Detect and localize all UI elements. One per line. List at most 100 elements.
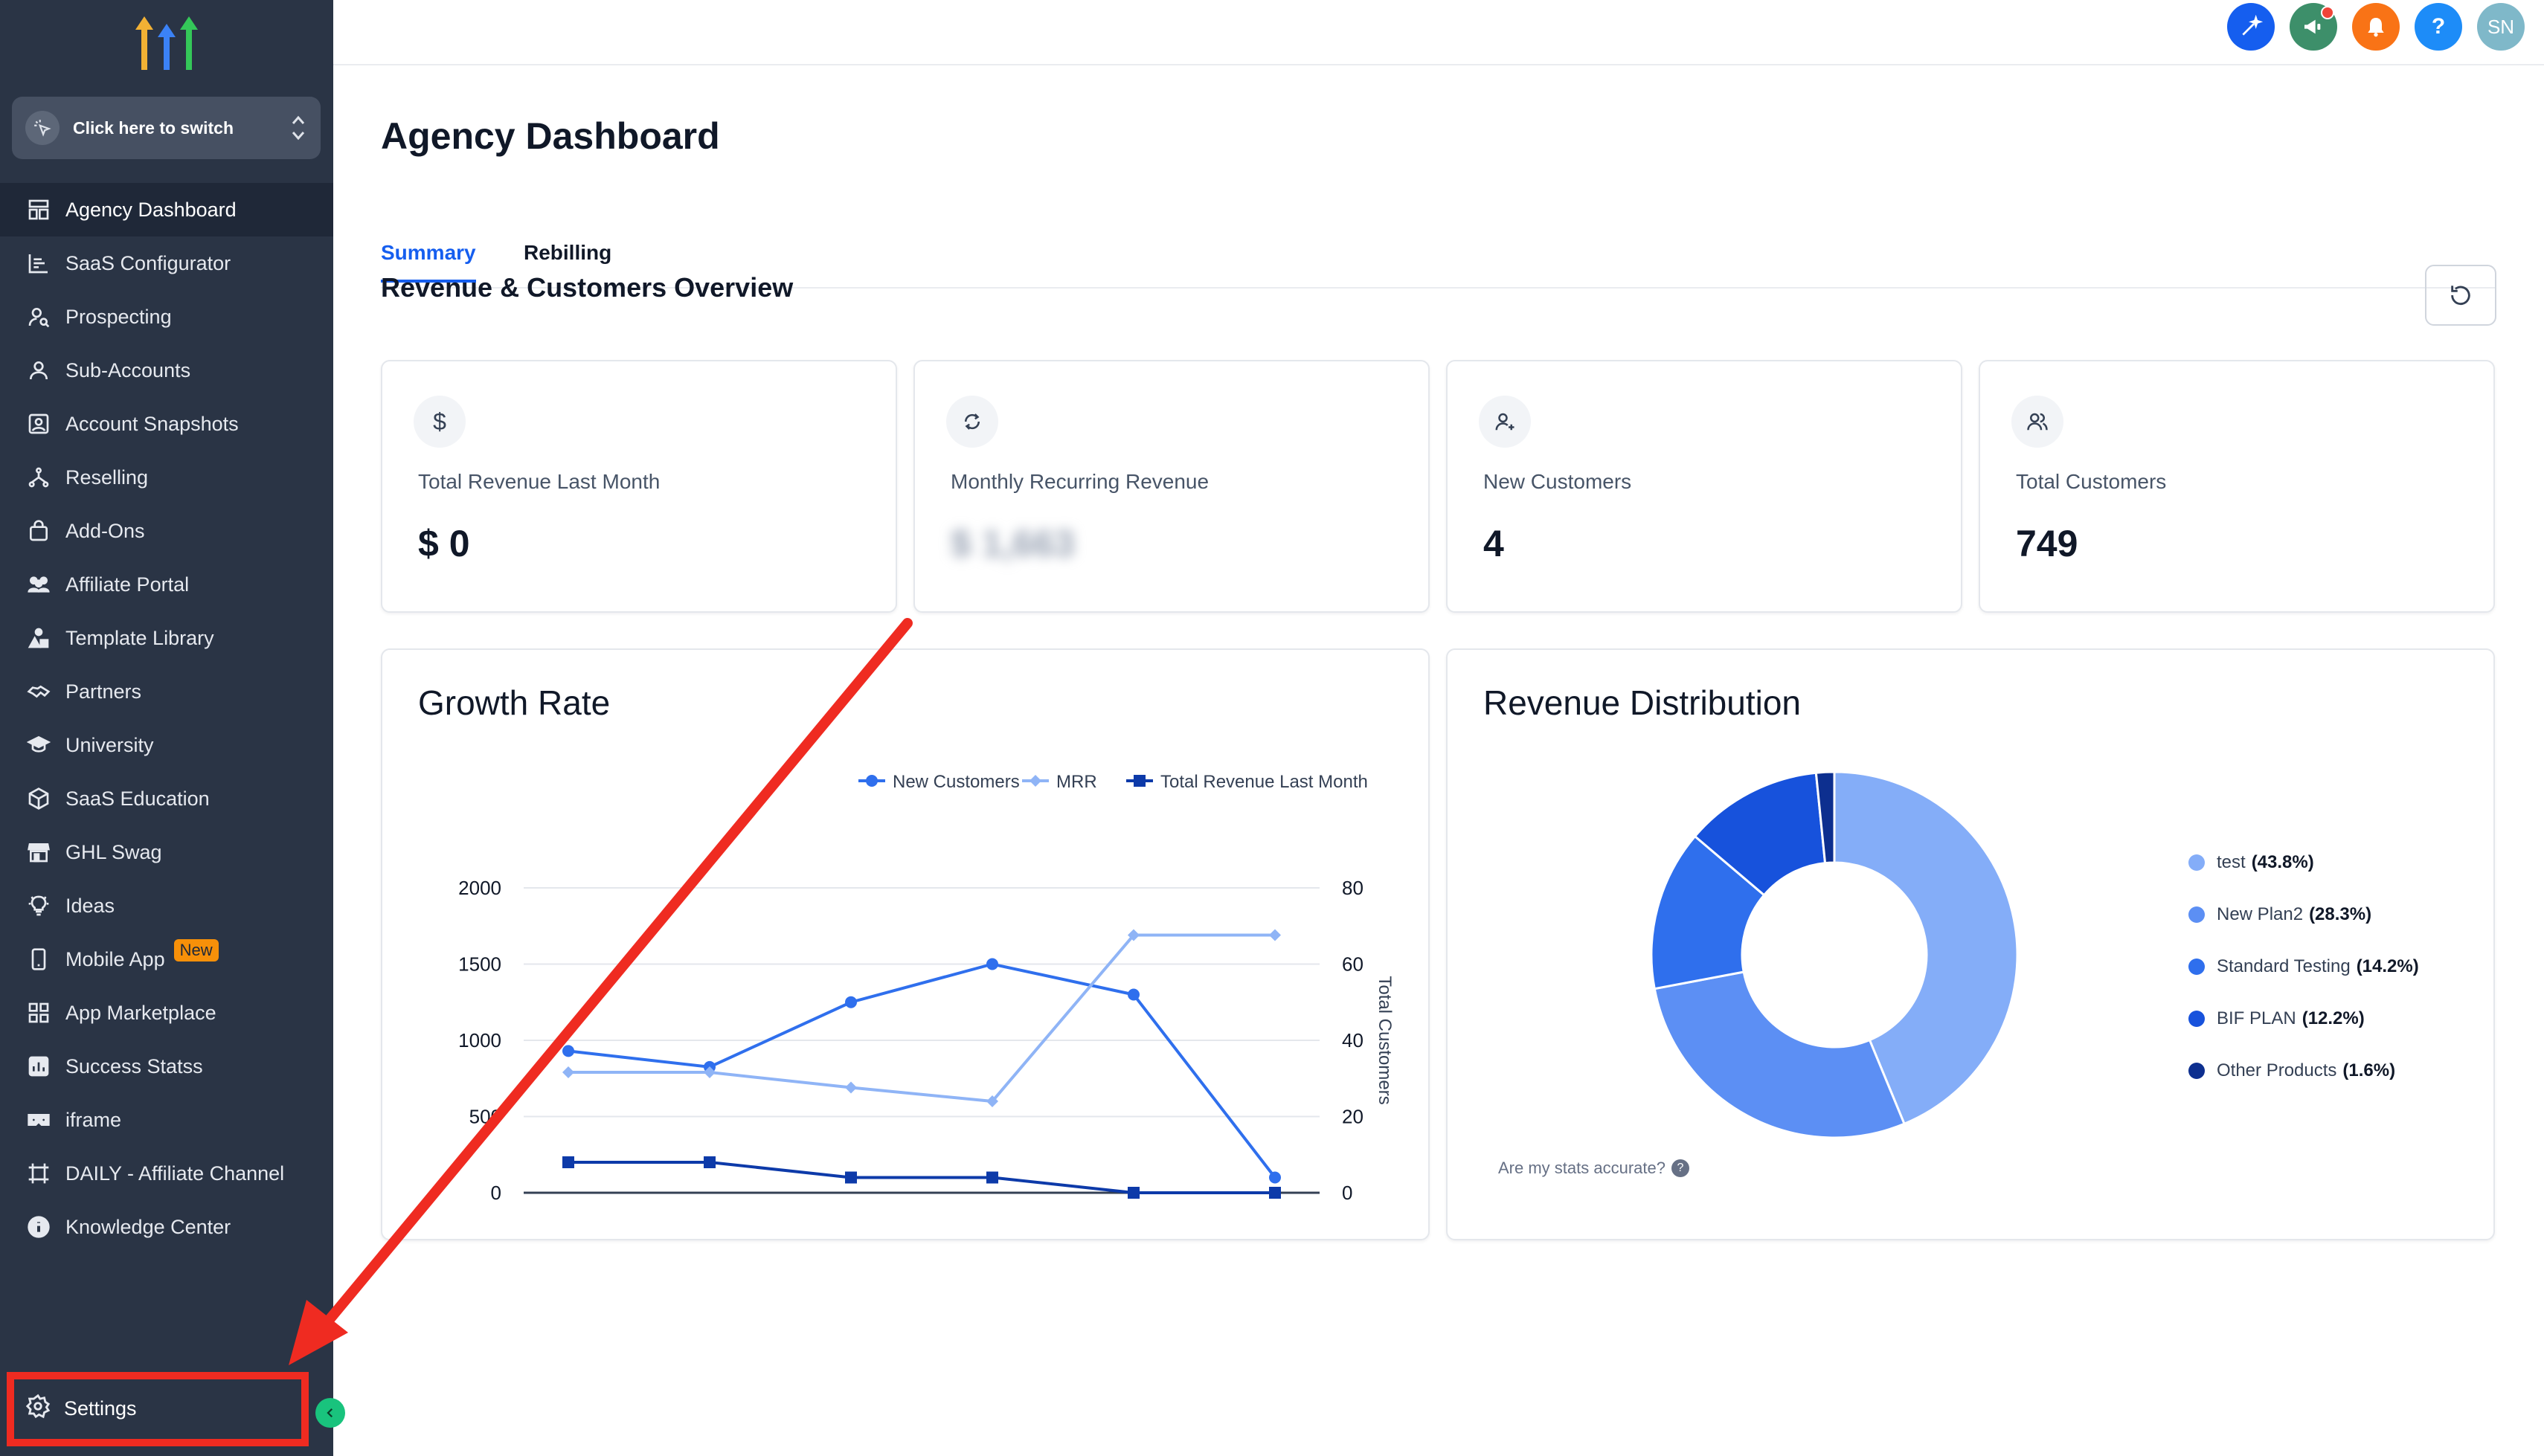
sidebar-item-settings[interactable]: Settings	[0, 1382, 333, 1435]
sidebar-item-template-library[interactable]: Template Library	[0, 611, 333, 665]
sidebar-item-success-statss[interactable]: Success Statss	[0, 1040, 333, 1093]
sidebar-item-ideas[interactable]: Ideas	[0, 879, 333, 932]
y-tick-label: 2000	[458, 877, 501, 899]
data-point	[1128, 988, 1140, 1001]
account-switcher[interactable]: Click here to switch	[12, 97, 321, 159]
legend-label: New Customers	[893, 772, 1020, 792]
sidebar-item-knowledge-center[interactable]: Knowledge Center	[0, 1200, 333, 1254]
sidebar-item-partners[interactable]: Partners	[0, 665, 333, 718]
sidebar-item-saas-education[interactable]: SaaS Education	[0, 772, 333, 825]
legend-item[interactable]: New Plan2 (28.3%)	[2188, 904, 2371, 925]
sidebar-item-affiliate-portal[interactable]: Affiliate Portal	[0, 558, 333, 611]
data-point	[1128, 1187, 1140, 1199]
data-point	[845, 996, 857, 1008]
grid-icon	[25, 999, 52, 1026]
tab-bar: Summary Rebilling	[381, 175, 2496, 289]
notification-dot	[2321, 6, 2334, 19]
sidebar-item-label: iframe	[65, 1108, 122, 1131]
notifications-button[interactable]	[2352, 3, 2400, 51]
data-point	[1269, 1171, 1281, 1184]
data-point	[562, 1066, 574, 1079]
app-logo[interactable]	[134, 13, 201, 73]
donut-slice-test[interactable]	[1833, 770, 2019, 1126]
legend-item[interactable]: test (43.8%)	[2188, 852, 2314, 873]
cube-icon	[25, 785, 52, 812]
legend-dot	[2188, 1063, 2205, 1079]
sidebar-item-label: SaaS Education	[65, 787, 210, 810]
sidebar-item-prospecting[interactable]: Prospecting	[0, 290, 333, 344]
stat-label: Total Customers	[2016, 470, 2167, 493]
x-tick-label: September	[945, 1214, 1040, 1215]
donut-slice-new-plan2[interactable]	[1653, 970, 1907, 1139]
x-tick-label: July	[693, 1214, 727, 1215]
data-point	[562, 1156, 574, 1168]
sidebar-item-sub-accounts[interactable]: Sub-Accounts	[0, 344, 333, 397]
stats-accuracy-link[interactable]: Are my stats accurate? ?	[1498, 1159, 1689, 1178]
sidebar-item-iframe[interactable]: iframe	[0, 1093, 333, 1147]
tab-rebilling[interactable]: Rebilling	[524, 241, 612, 264]
new-badge: New	[173, 939, 219, 961]
sidebar-item-label: Template Library	[65, 626, 214, 649]
legend-dot	[2188, 854, 2205, 871]
series-line-mrr	[568, 933, 1275, 1104]
sidebar-item-mobile-app[interactable]: Mobile App New	[0, 932, 333, 986]
sidebar-item-reselling[interactable]: Reselling	[0, 451, 333, 504]
users-search-icon	[25, 303, 52, 330]
series-line-new-customers	[568, 962, 1276, 1179]
sidebar-item-university[interactable]: University	[0, 718, 333, 772]
avatar[interactable]: SN	[2477, 3, 2525, 51]
y2-axis-label: Total Customers	[1375, 976, 1395, 1104]
stat-value: 749	[2016, 523, 2078, 564]
refresh-button[interactable]	[2425, 265, 2496, 326]
tab-summary[interactable]: Summary	[381, 241, 476, 283]
question-icon: ?	[1671, 1159, 1689, 1177]
sidebar: Click here to switch Agency Dashboard Saa…	[0, 0, 345, 1456]
data-point	[562, 1045, 574, 1057]
user-icon	[25, 357, 52, 384]
sidebar-item-label: DAILY - Affiliate Channel	[65, 1162, 285, 1185]
settings-label: Settings	[64, 1397, 137, 1420]
sidebar-item-label: App Marketplace	[65, 1001, 216, 1024]
legend-item[interactable]: Standard Testing (14.2%)	[2188, 956, 2419, 977]
growth-rate-title: Growth Rate	[418, 683, 611, 722]
y-tick-label: 1000	[458, 1029, 501, 1051]
help-button[interactable]: ?	[2415, 3, 2462, 51]
recurring-icon	[946, 396, 998, 448]
sidebar-item-app-marketplace[interactable]: App Marketplace	[0, 986, 333, 1040]
y-tick-label: 1500	[458, 953, 501, 976]
handshake-icon	[25, 678, 52, 705]
stat-value: 4	[1483, 523, 1504, 564]
data-point	[1269, 929, 1281, 941]
donut-slice-standard-testing[interactable]	[1650, 834, 1766, 990]
stats-accuracy-text: Are my stats accurate?	[1498, 1159, 1666, 1177]
y2-tick-label: 0	[1342, 1182, 1352, 1204]
data-point	[1128, 929, 1140, 941]
sidebar-item-add-ons[interactable]: Add-Ons	[0, 504, 333, 558]
data-point	[704, 1156, 716, 1168]
sidebar-item-account-snapshots[interactable]: Account Snapshots	[0, 397, 333, 451]
help-icon: ?	[2431, 14, 2446, 39]
legend-label: test	[2217, 852, 2246, 872]
legend-item[interactable]: BIF PLAN (12.2%)	[2188, 1008, 2365, 1029]
data-point	[1269, 1187, 1281, 1199]
sidebar-item-agency-dashboard[interactable]: Agency Dashboard	[0, 183, 333, 236]
legend-item[interactable]: Other Products (1.6%)	[2188, 1060, 2395, 1081]
topbar: ? SN	[333, 0, 2544, 65]
donut-slice-other-products[interactable]	[1814, 770, 1836, 865]
x-tick-label: November	[1230, 1214, 1320, 1215]
growth-rate-card: Growth Rate 2000 1500 1000 500 0 80 60 40 20 0 Tot…	[381, 648, 1430, 1240]
sidebar-item-ghl-swag[interactable]: GHL Swag	[0, 825, 333, 879]
legend-percent: (1.6%)	[2342, 1060, 2396, 1080]
users-icon	[2011, 396, 2063, 448]
sidebar-item-daily-affiliate-channel[interactable]: DAILY - Affiliate Channel	[0, 1147, 333, 1200]
collapse-sidebar-button[interactable]	[315, 1398, 345, 1428]
announcements-button[interactable]	[2290, 3, 2337, 51]
x-tick-label: August	[821, 1214, 882, 1215]
data-point	[986, 1171, 998, 1184]
sidebar-item-saas-configurator[interactable]: SaaS Configurator	[0, 236, 333, 290]
y2-tick-label: 40	[1342, 1029, 1363, 1051]
legend-marker	[866, 775, 878, 787]
phone-icon	[25, 946, 52, 973]
y-tick-label: 0	[491, 1182, 501, 1204]
magic-wand-button[interactable]	[2227, 3, 2275, 51]
